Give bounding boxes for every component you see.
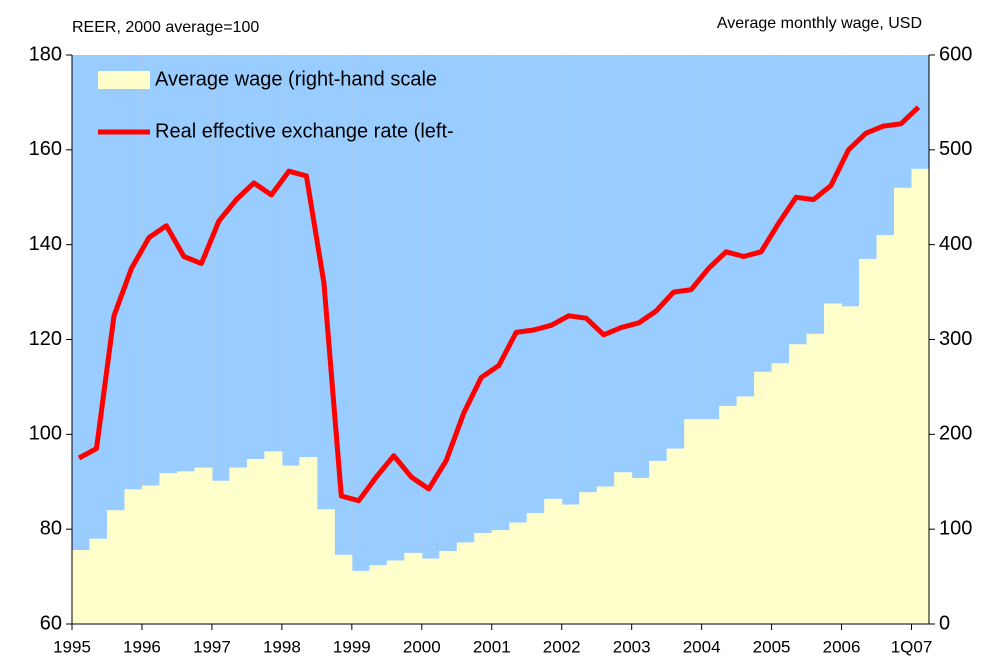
wage-bar — [684, 419, 703, 624]
wage-bar — [246, 458, 265, 624]
wage-bar — [911, 168, 930, 625]
wage-bar — [596, 486, 615, 624]
wage-bar — [561, 504, 580, 624]
wage-bar — [719, 405, 738, 624]
wage-bar — [106, 510, 125, 624]
wage-bar — [509, 522, 528, 624]
x-tick-label: 2005 — [753, 637, 791, 656]
legend-label: Real effective exchange rate (left- — [155, 120, 454, 142]
wage-bar — [211, 480, 230, 624]
wage-bar — [299, 457, 318, 624]
x-tick-label: 1999 — [333, 637, 371, 656]
wage-bar — [334, 554, 353, 624]
wage-bar — [526, 513, 545, 624]
wage-bar — [579, 492, 598, 624]
y2-tick-label: 600 — [939, 43, 972, 65]
wage-bar — [614, 472, 633, 624]
wage-bar — [264, 451, 283, 624]
x-tick-label: 2006 — [823, 637, 861, 656]
x-tick-label: 2000 — [403, 637, 441, 656]
wage-bar — [386, 560, 405, 624]
wage-bar — [736, 396, 755, 624]
y2-tick-label: 500 — [939, 138, 972, 160]
wage-bar — [841, 306, 860, 624]
wage-bar — [666, 448, 685, 624]
wage-bar — [176, 471, 195, 624]
legend-swatch — [98, 71, 150, 89]
wage-bar — [281, 465, 300, 624]
wage-bar — [806, 333, 825, 624]
wage-bar — [456, 542, 475, 624]
y-tick-label: 140 — [29, 233, 62, 255]
y2-tick-label: 400 — [939, 233, 972, 255]
wage-bar — [89, 538, 108, 624]
wage-bar — [649, 460, 668, 624]
wage-bar — [894, 187, 913, 624]
reer-line — [77, 105, 921, 504]
wage-bar — [439, 550, 458, 624]
wage-bar — [789, 344, 808, 624]
x-tick-label: 1996 — [123, 637, 161, 656]
wage-bar — [491, 530, 510, 624]
wage-bar — [124, 489, 143, 624]
wage-bar — [474, 532, 493, 624]
x-tick-label: 1997 — [193, 637, 231, 656]
x-tick-label: 2002 — [543, 637, 581, 656]
wage-bar — [72, 550, 90, 624]
wage-bar — [631, 477, 650, 624]
y2-tick-label: 200 — [939, 423, 972, 445]
wage-bar — [194, 467, 213, 624]
wage-bar — [859, 258, 878, 624]
wage-bar — [754, 371, 773, 624]
x-tick-label: 2004 — [683, 637, 721, 656]
right-axis-title: Average monthly wage, USD — [717, 15, 922, 32]
left-axis-title: REER, 2000 average=100 — [72, 19, 259, 36]
x-tick-label: 2003 — [613, 637, 651, 656]
wage-bar — [351, 570, 370, 624]
legend-label: Average wage (right-hand scale — [155, 68, 437, 90]
wage-bar — [369, 565, 388, 624]
wage-bar — [876, 235, 895, 624]
y2-tick-label: 100 — [939, 517, 972, 539]
wage-bar — [701, 419, 720, 624]
wage-bar — [159, 473, 178, 624]
wage-bar — [824, 303, 843, 624]
x-tick-label: 2001 — [473, 637, 511, 656]
x-tick-label: 1Q07 — [891, 637, 933, 656]
y-tick-label: 80 — [40, 517, 62, 539]
wage-bar — [544, 498, 563, 624]
y-tick-label: 60 — [40, 612, 62, 634]
wage-bar — [404, 552, 423, 624]
y2-tick-label: 0 — [939, 612, 950, 634]
wage-bar — [771, 363, 790, 624]
y-tick-label: 120 — [29, 328, 62, 350]
x-tick-label: 1998 — [263, 637, 301, 656]
y-tick-label: 180 — [29, 43, 62, 65]
y-tick-label: 160 — [29, 138, 62, 160]
wage-bar — [421, 558, 440, 624]
wage-bar — [316, 509, 335, 624]
y2-tick-label: 300 — [939, 328, 972, 350]
x-tick-label: 1995 — [53, 637, 91, 656]
wage-bar — [229, 467, 248, 624]
y-tick-label: 100 — [29, 423, 62, 445]
wage-bar — [141, 485, 160, 624]
